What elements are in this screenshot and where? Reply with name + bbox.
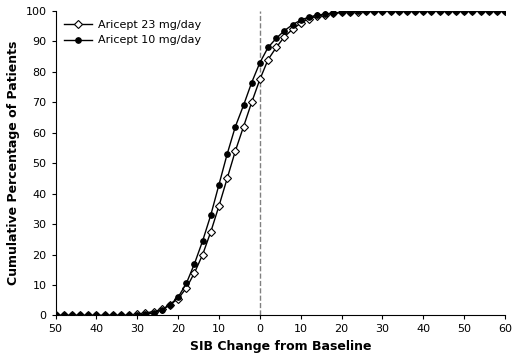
Aricept 23 mg/day bbox=[330, 11, 336, 15]
Aricept 23 mg/day bbox=[61, 313, 67, 318]
Aricept 10 mg/day bbox=[404, 9, 410, 13]
Aricept 10 mg/day bbox=[61, 313, 67, 318]
Aricept 23 mg/day bbox=[306, 17, 312, 21]
Aricept 10 mg/day bbox=[347, 10, 353, 14]
Aricept 23 mg/day bbox=[216, 204, 222, 208]
Line: Aricept 23 mg/day: Aricept 23 mg/day bbox=[53, 8, 508, 318]
Aricept 10 mg/day bbox=[216, 183, 222, 187]
Line: Aricept 10 mg/day: Aricept 10 mg/day bbox=[53, 8, 508, 318]
Legend: Aricept 23 mg/day, Aricept 10 mg/day: Aricept 23 mg/day, Aricept 10 mg/day bbox=[61, 17, 204, 49]
Aricept 23 mg/day bbox=[379, 9, 386, 13]
Aricept 23 mg/day bbox=[404, 9, 410, 13]
Aricept 10 mg/day bbox=[379, 9, 386, 13]
X-axis label: SIB Change from Baseline: SIB Change from Baseline bbox=[189, 340, 371, 353]
Y-axis label: Cumulative Percentage of Patients: Cumulative Percentage of Patients bbox=[7, 41, 20, 285]
Aricept 23 mg/day bbox=[502, 9, 508, 13]
Aricept 10 mg/day bbox=[306, 15, 312, 19]
Aricept 10 mg/day bbox=[330, 11, 336, 15]
Aricept 23 mg/day bbox=[52, 313, 59, 318]
Aricept 10 mg/day bbox=[52, 313, 59, 318]
Aricept 23 mg/day bbox=[347, 10, 353, 14]
Aricept 10 mg/day bbox=[502, 9, 508, 13]
